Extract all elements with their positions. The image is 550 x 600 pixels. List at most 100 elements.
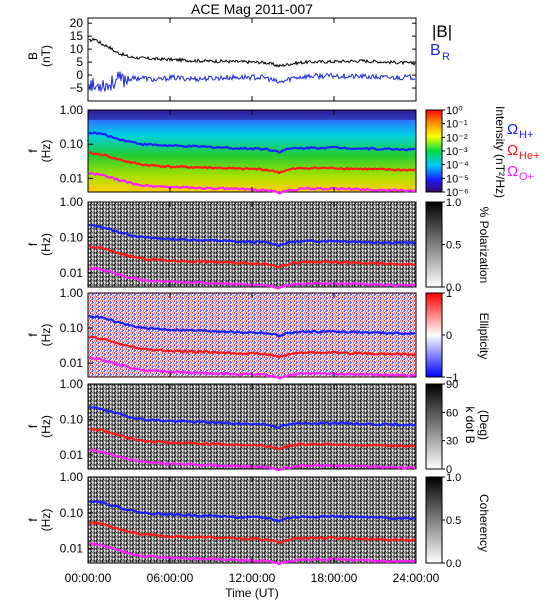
legend-omega-h: Ω xyxy=(507,121,518,138)
series-line-bmag xyxy=(88,37,416,68)
colorbar-label-coherency: Coherency xyxy=(477,494,491,552)
colorbar-tick-label: 1 xyxy=(446,288,452,300)
colorbar-tick-label: 30 xyxy=(446,436,458,448)
x-tick-label-2: 12:00:00 xyxy=(229,571,276,585)
x-tick-label-0: 00:00:00 xyxy=(65,571,112,585)
colorbar-tick-label: 1.0 xyxy=(446,197,461,209)
colorbar-tick-label: 10⁰ xyxy=(446,105,463,117)
y-tick-label: 0.10 xyxy=(60,137,84,151)
colorbar-tick-label: 0 xyxy=(446,464,452,476)
colorbar-tick-label: 60 xyxy=(446,407,458,419)
colorbar xyxy=(425,383,443,470)
y-axis-label-f: f xyxy=(26,424,40,428)
b-axis-label-bottom: (nT) xyxy=(39,45,53,67)
colorbar-label-ellipticity: Ellipticity xyxy=(477,313,491,360)
cyclotron-line-h-plus xyxy=(88,500,416,523)
b-legend: |B| B R xyxy=(430,22,452,63)
legend-omega-he-sub: He+ xyxy=(519,150,540,162)
y-tick-label: 0.10 xyxy=(60,412,84,426)
y-tick-label: 0.01 xyxy=(60,448,84,462)
colorbar-tick-label: 0.0 xyxy=(446,282,461,294)
legend-omega-o-sub: O+ xyxy=(519,171,534,183)
cyclotron-line-he-plus xyxy=(88,521,416,544)
legend-br-subscript: R xyxy=(442,51,450,63)
y-tick-label: 20 xyxy=(70,16,84,30)
cyclotron-legend: Ω H+ Ω He+ Ω O+ xyxy=(507,121,540,183)
cyclotron-line-h-plus xyxy=(88,314,416,338)
y-tick-label: 0.01 xyxy=(60,266,84,280)
x-axis-tick-labels: 00:00:00 06:00:00 12:00:00 18:00:00 24:0… xyxy=(65,571,440,585)
spectrogram-image xyxy=(88,293,416,377)
cyclotron-line-h-plus xyxy=(88,405,416,430)
colorbar-label-kdotb-top: k dot B xyxy=(463,406,477,443)
legend-omega-o: Ω xyxy=(507,163,518,180)
figure-title: ACE Mag 2011-007 xyxy=(191,1,313,17)
colorbar-tick-label: 10⁻⁶ xyxy=(446,187,469,199)
y-tick-label: 0 xyxy=(76,68,83,82)
panel-wave-normal-angle: 1.00 0.10 0.01 f (Hz) 90 60 30 0 xyxy=(26,377,458,476)
cyclotron-line-he-plus xyxy=(88,151,416,175)
y-tick-label: 10 xyxy=(70,42,84,56)
y-tick-label: 1.00 xyxy=(60,377,84,391)
y-axis-label-f: f xyxy=(26,149,40,153)
spectrogram-image xyxy=(88,202,416,287)
y-axis-label-f: f xyxy=(26,518,40,522)
y-tick-label: 0.10 xyxy=(60,506,84,520)
cyclotron-line-he-plus xyxy=(88,335,416,359)
colorbar xyxy=(425,109,443,193)
colorbar xyxy=(425,201,443,288)
y-axis-label-unit: (Hz) xyxy=(39,415,53,438)
x-tick-label-4: 24:00:00 xyxy=(393,571,440,585)
colorbar-tick-label: −1 xyxy=(446,372,459,384)
colorbar-tick-label: 10⁻⁵ xyxy=(446,173,469,185)
y-tick-label: −5 xyxy=(69,81,83,95)
colorbar-tick-label: 0 xyxy=(446,330,452,342)
colorbar-tick-label: 10⁻¹ xyxy=(446,119,468,131)
colorbar-label-intensity: Intensity (nT²/Hz) xyxy=(493,106,507,198)
colorbar-tick-label: 0.0 xyxy=(446,558,461,570)
y-axis-label-unit: (Hz) xyxy=(39,233,53,256)
colorbar-label-polarization: % Polarization xyxy=(477,207,491,284)
y-tick-label: 0.01 xyxy=(60,356,84,370)
legend-omega-he: Ω xyxy=(507,142,518,159)
cyclotron-line-he-plus xyxy=(88,427,416,451)
colorbar-tick-label: 10⁻² xyxy=(446,132,468,144)
y-tick-label: 1.00 xyxy=(60,286,84,300)
series-line-br xyxy=(88,71,416,93)
y-tick-label: 0.10 xyxy=(60,230,84,244)
y-tick-label: 15 xyxy=(70,29,84,43)
spectrogram-image xyxy=(88,477,416,563)
spectrogram-image xyxy=(88,384,416,469)
y-axis-label-f: f xyxy=(26,333,40,337)
b-axis-label-top: B xyxy=(26,52,40,60)
y-axis-label-unit: (Hz) xyxy=(39,140,53,163)
legend-bmag: |B| xyxy=(432,22,452,41)
colorbar xyxy=(425,292,443,378)
panel-ellipticity: 1.00 0.10 0.01 f (Hz) 1 0 −1 xyxy=(26,286,459,384)
y-tick-label: 1.00 xyxy=(60,103,84,117)
x-axis-label: Time (UT) xyxy=(225,586,279,600)
y-tick-label: 1.00 xyxy=(60,195,84,209)
cyclotron-line-h-plus xyxy=(88,223,416,248)
legend-omega-h-sub: H+ xyxy=(519,129,533,141)
colorbar-tick-label: 1.0 xyxy=(446,472,461,484)
panel-coherency: 1.00 0.10 0.01 f (Hz) 1.0 0.5 0.0 xyxy=(26,470,461,570)
y-tick-label: 5 xyxy=(76,55,83,69)
panel-polarization: 1.00 0.10 0.01 f (Hz) 1.0 0.5 0.0 xyxy=(26,195,461,294)
cyclotron-line-he-plus xyxy=(88,244,416,269)
y-tick-label: 0.01 xyxy=(60,542,84,556)
colorbar-tick-label: 90 xyxy=(446,379,458,391)
colorbar-tick-label: 0.5 xyxy=(446,240,461,252)
y-tick-label: 0.10 xyxy=(60,321,84,335)
spectrogram-image xyxy=(88,110,416,192)
y-axis-label-f: f xyxy=(26,242,40,246)
cyclotron-line-h-plus xyxy=(88,131,416,154)
y-tick-label: 1.00 xyxy=(60,470,84,484)
colorbar xyxy=(425,476,443,564)
y-axis-label-unit: (Hz) xyxy=(39,509,53,532)
colorbar-tick-label: 10⁻⁴ xyxy=(446,160,469,172)
colorbar-tick-label: 10⁻³ xyxy=(446,146,468,158)
